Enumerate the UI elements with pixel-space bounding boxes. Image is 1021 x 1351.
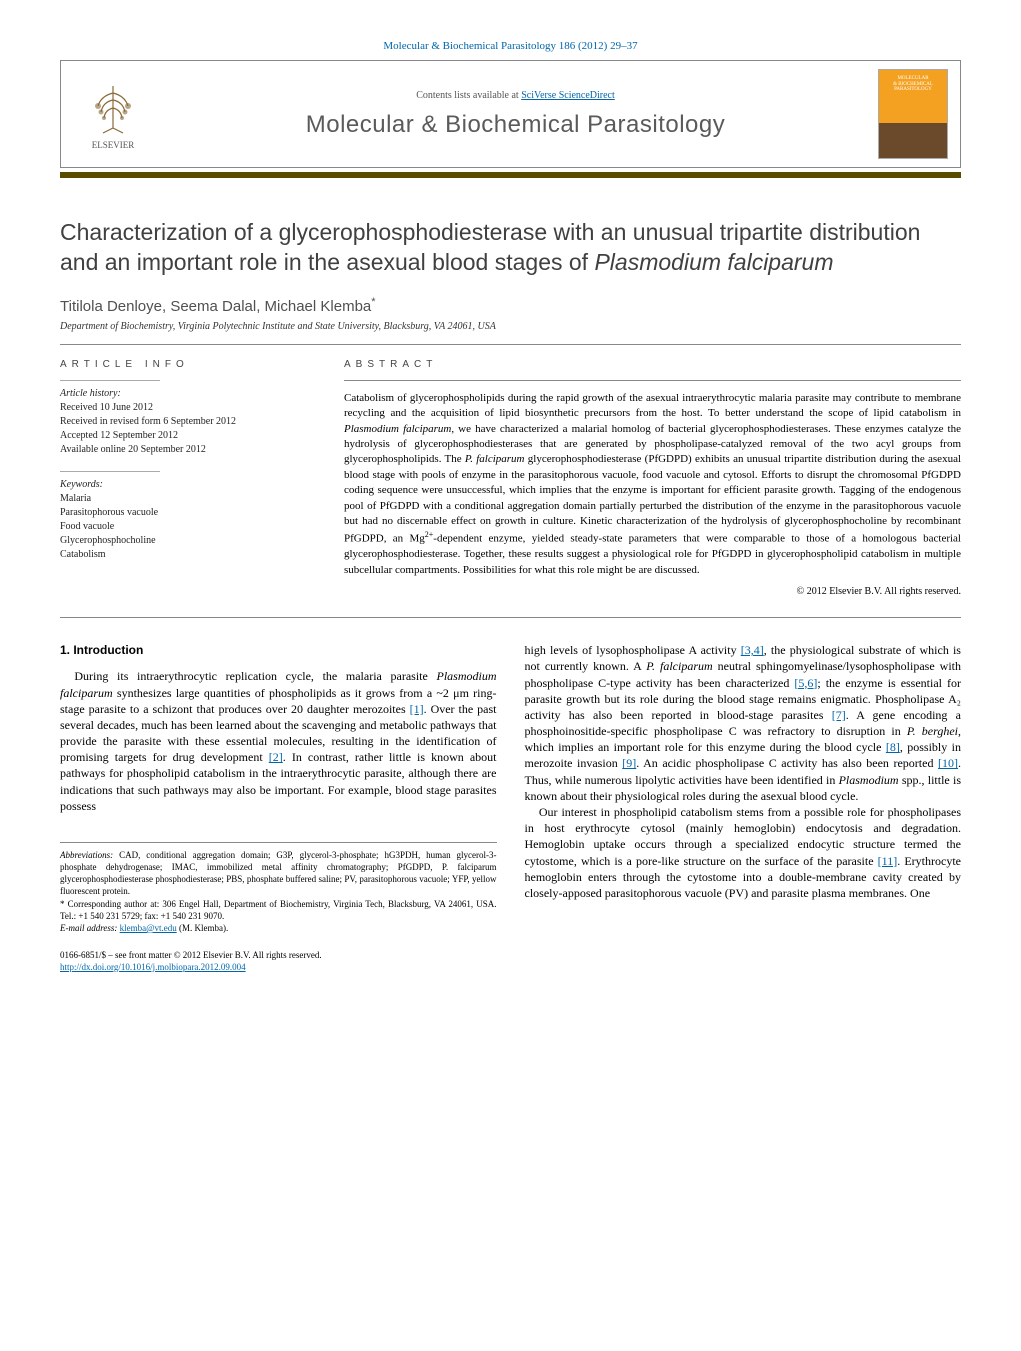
body-text: high levels of lysophospholipase A activ… bbox=[525, 643, 741, 657]
email-person: (M. Klemba). bbox=[177, 923, 229, 933]
bottom-matter: 0166-6851/$ – see front matter © 2012 El… bbox=[60, 950, 497, 973]
authors-text: Titilola Denloye, Seema Dalal, Michael K… bbox=[60, 298, 371, 315]
info-divider-2 bbox=[60, 471, 160, 472]
abs-italic: P. falciparum bbox=[465, 453, 525, 465]
corresponding-footnote: * Corresponding author at: 306 Engel Hal… bbox=[60, 898, 497, 922]
email-footnote: E-mail address: klemba@vt.edu (M. Klemba… bbox=[60, 922, 497, 934]
keyword-item: Parasitophorous vacuole bbox=[60, 506, 320, 520]
citation-link[interactable]: [5,6] bbox=[794, 676, 817, 690]
journal-name-large: Molecular & Biochemical Parasitology bbox=[153, 111, 878, 139]
citation-link[interactable]: [9] bbox=[622, 756, 636, 770]
history-item: Received in revised form 6 September 201… bbox=[60, 415, 320, 429]
abstract-label: ABSTRACT bbox=[344, 359, 961, 370]
issn-line: 0166-6851/$ – see front matter © 2012 El… bbox=[60, 950, 497, 962]
history-item: Accepted 12 September 2012 bbox=[60, 429, 320, 443]
cover-thumbnail: MOLECULAR & BIOCHEMICAL PARASITOLOGY bbox=[878, 69, 948, 159]
keyword-item: Catabolism bbox=[60, 548, 320, 562]
citation-link[interactable]: [3,4] bbox=[741, 643, 764, 657]
article-title: Characterization of a glycerophosphodies… bbox=[60, 218, 961, 278]
publisher-name: ELSEVIER bbox=[92, 140, 135, 150]
abbrev-label: Abbreviations: bbox=[60, 850, 113, 860]
corresponding-author-symbol: * bbox=[371, 296, 375, 308]
citation-link[interactable]: [10] bbox=[938, 756, 958, 770]
divider-above-info bbox=[60, 344, 961, 345]
citation-link[interactable]: [11] bbox=[878, 854, 898, 868]
journal-header-box: ELSEVIER Contents lists available at Sci… bbox=[60, 60, 961, 168]
abs-italic: Plasmodium falciparum bbox=[344, 423, 451, 435]
journal-cover-thumb: MOLECULAR & BIOCHEMICAL PARASITOLOGY bbox=[878, 69, 948, 159]
corr-label: * Corresponding author at: bbox=[60, 899, 159, 909]
footnotes-block: Abbreviations: CAD, conditional aggregat… bbox=[60, 842, 497, 934]
section-heading-introduction: 1. Introduction bbox=[60, 642, 497, 658]
abstract-copyright: © 2012 Elsevier B.V. All rights reserved… bbox=[344, 586, 961, 597]
keyword-item: Food vacuole bbox=[60, 520, 320, 534]
body-text: . An acidic phospholipase C activity has… bbox=[636, 756, 938, 770]
journal-reference-header: Molecular & Biochemical Parasitology 186… bbox=[60, 40, 961, 52]
author-list: Titilola Denloye, Seema Dalal, Michael K… bbox=[60, 296, 961, 315]
contents-available-line: Contents lists available at SciVerse Sci… bbox=[153, 90, 878, 101]
doi-link[interactable]: http://dx.doi.org/10.1016/j.molbiopara.2… bbox=[60, 962, 246, 972]
abstract-column: ABSTRACT Catabolism of glycerophospholip… bbox=[344, 359, 961, 597]
intro-paragraph-1-cont: high levels of lysophospholipase A activ… bbox=[525, 642, 962, 804]
email-label: E-mail address: bbox=[60, 923, 117, 933]
abstract-divider bbox=[344, 380, 961, 381]
body-text: Our interest in phospholipid catabolism … bbox=[525, 805, 962, 900]
keywords-heading: Keywords: bbox=[60, 478, 320, 492]
history-item: Received 10 June 2012 bbox=[60, 401, 320, 415]
body-column-right: high levels of lysophospholipase A activ… bbox=[525, 642, 962, 973]
email-link[interactable]: klemba@vt.edu bbox=[120, 923, 177, 933]
citation-link[interactable]: [1] bbox=[410, 702, 424, 716]
contents-text: Contents lists available at bbox=[416, 90, 521, 101]
affiliation: Department of Biochemistry, Virginia Pol… bbox=[60, 321, 961, 332]
body-italic: P. falciparum bbox=[646, 659, 712, 673]
article-info-column: ARTICLE INFO Article history: Received 1… bbox=[60, 359, 320, 597]
body-text: During its intraerythrocytic replication… bbox=[74, 669, 436, 683]
article-history-block: Article history: Received 10 June 2012 R… bbox=[60, 387, 320, 457]
publisher-logo-block: ELSEVIER bbox=[73, 78, 153, 150]
abs-part: glycerophosphodiesterase (PfGDPD) exhibi… bbox=[344, 453, 961, 545]
sciencedirect-link[interactable]: SciVerse ScienceDirect bbox=[521, 90, 615, 101]
citation-link[interactable]: [2] bbox=[269, 750, 283, 764]
intro-paragraph-1: During its intraerythrocytic replication… bbox=[60, 668, 497, 814]
elsevier-tree-icon bbox=[83, 78, 143, 138]
body-italic: P. berghei bbox=[907, 724, 958, 738]
citation-link[interactable]: [7] bbox=[832, 708, 846, 722]
title-italic-species: Plasmodium falciparum bbox=[594, 249, 833, 275]
body-column-left: 1. Introduction During its intraerythroc… bbox=[60, 642, 497, 973]
info-abstract-row: ARTICLE INFO Article history: Received 1… bbox=[60, 359, 961, 597]
keyword-item: Malaria bbox=[60, 492, 320, 506]
body-italic: Plasmodium bbox=[839, 773, 899, 787]
abs-part: -dependent enzyme, yielded steady-state … bbox=[344, 533, 961, 576]
article-info-label: ARTICLE INFO bbox=[60, 359, 320, 370]
abbreviations-footnote: Abbreviations: CAD, conditional aggregat… bbox=[60, 849, 497, 898]
cover-line-3: PARASITOLOGY bbox=[894, 87, 932, 93]
header-center: Contents lists available at SciVerse Sci… bbox=[153, 90, 878, 139]
history-heading: Article history: bbox=[60, 387, 320, 401]
body-two-column: 1. Introduction During its intraerythroc… bbox=[60, 642, 961, 973]
intro-paragraph-2: Our interest in phospholipid catabolism … bbox=[525, 804, 962, 901]
citation-link[interactable]: [8] bbox=[886, 740, 900, 754]
divider-below-abstract bbox=[60, 617, 961, 618]
abstract-text: Catabolism of glycerophospholipids durin… bbox=[344, 391, 961, 578]
header-divider-bar bbox=[60, 172, 961, 178]
abs-part: Catabolism of glycerophospholipids durin… bbox=[344, 392, 961, 419]
abbrev-text: CAD, conditional aggregation domain; G3P… bbox=[60, 850, 497, 896]
info-divider-1 bbox=[60, 380, 160, 381]
keywords-block: Keywords: Malaria Parasitophorous vacuol… bbox=[60, 478, 320, 562]
history-item: Available online 20 September 2012 bbox=[60, 443, 320, 457]
keyword-item: Glycerophosphocholine bbox=[60, 534, 320, 548]
